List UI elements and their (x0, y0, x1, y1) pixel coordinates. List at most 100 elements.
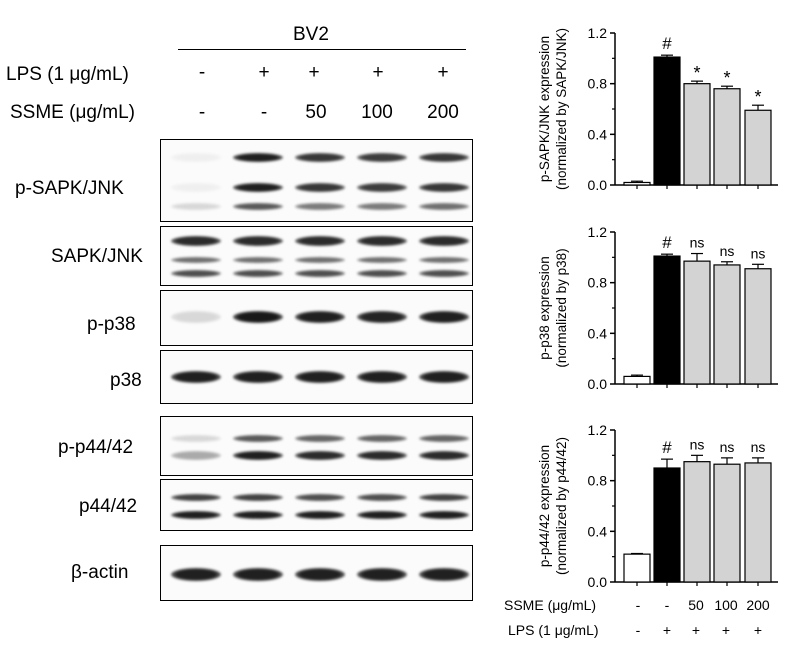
significance-label: # (662, 233, 672, 252)
bar (683, 83, 711, 186)
y-axis-label: p-SAPK/JNK expression (537, 36, 552, 182)
y-tick-label: 0.4 (588, 126, 608, 142)
blot-band (357, 152, 407, 162)
blot-band (295, 434, 345, 442)
blot-band (171, 493, 221, 501)
y-tick-label: 0.0 (588, 574, 608, 590)
significance-label: ns (720, 243, 735, 259)
bottom-ssme-value: 50 (688, 597, 704, 613)
y-tick-label: 0.4 (588, 523, 608, 539)
y-tick-label: 1.2 (588, 224, 608, 240)
significance-label: * (693, 63, 700, 83)
blot-band (295, 152, 345, 162)
y-tick-label: 0.0 (588, 177, 608, 193)
blot-band (419, 450, 469, 460)
y-tick-label: 1.2 (588, 422, 608, 438)
significance-label: ns (720, 439, 735, 455)
blot-panel (160, 226, 473, 286)
blot-band (419, 371, 469, 383)
bottom-ssme-value: - (664, 597, 670, 613)
cell-line-underline (178, 49, 466, 50)
significance-label: ns (751, 439, 766, 455)
bottom-ssme-value: 100 (714, 597, 738, 613)
blot-band (357, 236, 407, 246)
blot-band (357, 371, 407, 383)
y-tick-label: 0.8 (588, 275, 608, 291)
bottom-ssme-value: - (635, 597, 641, 613)
bar (653, 56, 681, 186)
blot-band (295, 236, 345, 246)
bottom-lps-label: LPS (1 μg/mL) (508, 622, 599, 638)
blot-band (295, 311, 345, 323)
blot-band (419, 493, 469, 501)
blot-band (233, 311, 283, 323)
blot-band (233, 511, 283, 519)
blot-band (419, 269, 469, 277)
bar (744, 462, 772, 583)
bottom-lps-value: + (662, 622, 672, 638)
blot-panel (160, 545, 473, 601)
blot-band (233, 450, 283, 460)
blot-band (233, 493, 283, 501)
bar (653, 255, 681, 385)
blot-band (171, 236, 221, 246)
blot-band (419, 182, 469, 192)
blot-band (233, 236, 283, 246)
y-tick-label: 0.0 (588, 376, 608, 392)
blot-band (357, 511, 407, 519)
blot-panel (160, 290, 473, 346)
blot-band (233, 202, 283, 210)
y-axis-label: (normalized by SAPK/JNK) (554, 28, 569, 190)
blot-band (233, 152, 283, 162)
blot-band (295, 450, 345, 460)
blot-band (357, 311, 407, 323)
blot-band (171, 434, 221, 442)
lps-value: + (437, 62, 449, 83)
blot-band (295, 371, 345, 383)
significance-label: # (662, 438, 672, 457)
bar (653, 467, 681, 583)
blot-band (295, 202, 345, 210)
bar (683, 461, 711, 583)
bottom-lps-value: + (691, 622, 701, 638)
blot-band (357, 257, 407, 263)
blot-band (171, 182, 221, 192)
blot-band (419, 567, 469, 581)
blot-band (171, 311, 221, 323)
blot-band (233, 434, 283, 442)
bar (623, 181, 651, 186)
blot-band (419, 236, 469, 246)
significance-label: ns (690, 235, 705, 251)
bottom-ssme-label: SSME (μg/mL) (504, 597, 597, 613)
blot-band (357, 202, 407, 210)
bar (623, 375, 651, 385)
y-axis-label: (normalized by p38) (554, 248, 569, 367)
blot-label-beta-actin: β-actin (71, 562, 129, 583)
significance-label: * (723, 68, 730, 88)
ssme-value: 100 (361, 102, 393, 123)
blot-band (419, 511, 469, 519)
blot-band (171, 371, 221, 383)
blot-band (419, 152, 469, 162)
lps-value: - (198, 62, 206, 83)
blot-panel (160, 479, 473, 531)
blot-band (419, 434, 469, 442)
ssme-value: 50 (305, 102, 327, 123)
blot-band (295, 257, 345, 263)
blot-band (357, 493, 407, 501)
ssme-value: 200 (427, 102, 459, 123)
blot-band (233, 269, 283, 277)
blot-band (419, 257, 469, 263)
blot-band (295, 182, 345, 192)
lps-value: + (258, 62, 270, 83)
bottom-lps-value: - (635, 622, 641, 638)
y-axis-label: (normalized by p44/42) (554, 437, 569, 575)
blot-band (233, 371, 283, 383)
bar (713, 264, 741, 385)
blot-band (419, 311, 469, 323)
lps-value: + (372, 62, 384, 83)
blot-band (357, 434, 407, 442)
bottom-lps-value: + (753, 622, 763, 638)
ssme-value: - (198, 102, 206, 123)
